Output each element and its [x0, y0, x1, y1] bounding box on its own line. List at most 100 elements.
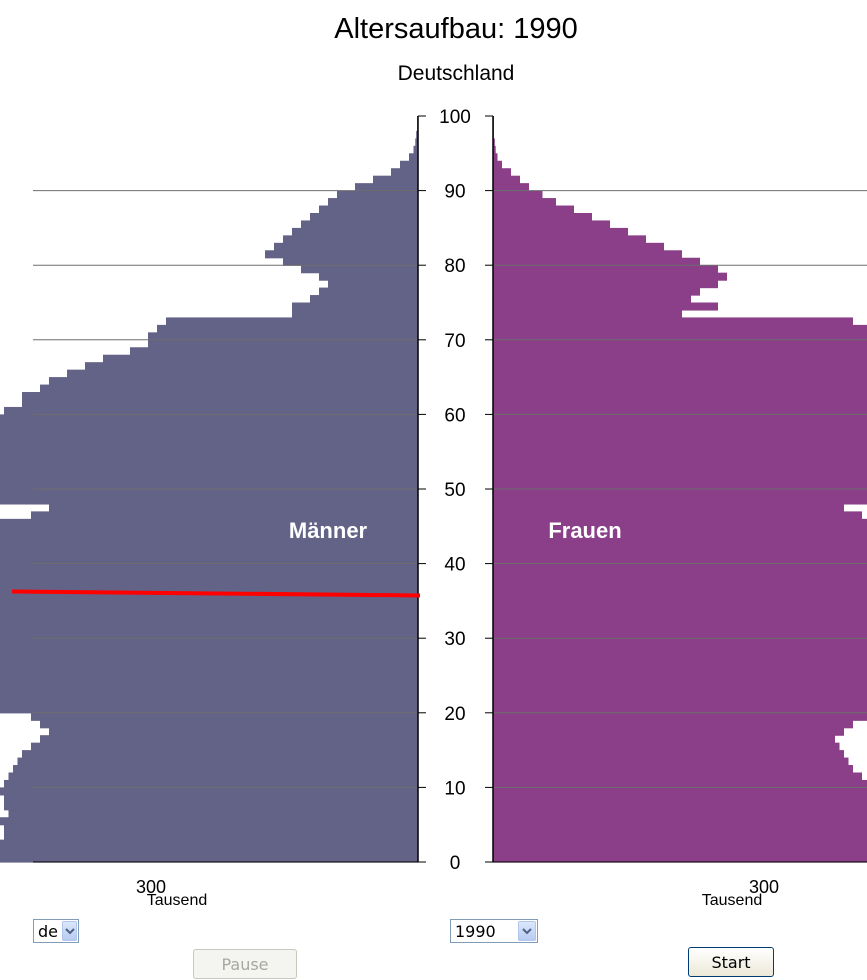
bar-men	[18, 758, 419, 766]
bar-men	[166, 317, 418, 325]
bar-men	[40, 735, 418, 743]
x-axis-label-right: Tausend	[702, 892, 763, 909]
bar-women	[493, 310, 682, 318]
bar-women	[493, 295, 691, 303]
bar-men	[4, 802, 418, 810]
bar-men	[0, 452, 418, 460]
bar-women	[493, 176, 520, 184]
bar-women	[493, 198, 556, 206]
bar-men	[22, 750, 418, 758]
bar-men	[0, 489, 418, 497]
start-button[interactable]: Start	[688, 947, 774, 977]
bar-women	[493, 504, 844, 512]
bar-women	[493, 220, 610, 228]
bar-women	[493, 235, 646, 243]
y-tick-label: 60	[444, 405, 465, 426]
bar-men	[400, 161, 418, 169]
bar-men	[0, 817, 418, 825]
bar-men	[148, 332, 418, 340]
bar-men	[319, 273, 418, 281]
pause-button-label: Pause	[221, 955, 268, 974]
bar-women	[493, 735, 835, 743]
bar-men	[85, 362, 418, 370]
bar-men	[409, 153, 418, 161]
bar-men	[0, 496, 418, 504]
bar-men	[0, 556, 418, 564]
bar-women	[493, 183, 529, 191]
bar-women	[493, 832, 867, 840]
y-tick-label: 70	[444, 331, 465, 352]
bar-men	[283, 258, 418, 266]
chevron-down-icon	[62, 921, 77, 941]
bar-men	[301, 220, 418, 228]
bar-men	[337, 191, 418, 199]
bar-women	[493, 377, 867, 385]
bar-men	[355, 183, 418, 191]
bar-men	[22, 399, 418, 407]
bar-women	[493, 422, 867, 430]
bar-men	[0, 698, 418, 706]
bar-men	[319, 288, 418, 296]
bar-women	[493, 429, 867, 437]
bar-women	[493, 459, 867, 467]
bar-men	[130, 347, 418, 355]
bar-men	[4, 780, 418, 788]
bar-women	[493, 444, 867, 452]
bar-women	[493, 638, 867, 646]
language-select[interactable]: de	[33, 919, 79, 943]
bar-women	[493, 385, 867, 393]
bar-men	[373, 176, 418, 184]
bar-women	[493, 407, 867, 415]
bar-women	[493, 564, 867, 572]
bar-men	[0, 646, 418, 654]
bar-women	[493, 362, 867, 370]
bar-women	[493, 795, 867, 803]
bar-women	[493, 631, 867, 639]
bar-women	[493, 728, 844, 736]
bar-men	[0, 690, 418, 698]
bar-women	[493, 668, 867, 676]
series-label-women: Frauen	[548, 518, 621, 543]
bar-women	[493, 698, 867, 706]
bar-men	[40, 720, 418, 728]
bar-women	[493, 206, 574, 214]
bar-men	[0, 601, 418, 609]
bar-men	[49, 728, 418, 736]
bar-men	[0, 653, 418, 661]
bar-men	[31, 713, 418, 721]
bar-women	[493, 787, 867, 795]
pause-button[interactable]: Pause	[193, 949, 297, 979]
bar-men	[0, 422, 418, 430]
y-tick-label: 50	[444, 480, 465, 501]
bar-men	[0, 676, 418, 684]
bar-men	[292, 303, 418, 311]
bar-men	[292, 228, 418, 236]
bar-men	[0, 467, 418, 475]
bar-men	[0, 564, 418, 572]
bar-men	[4, 795, 418, 803]
bar-men	[319, 206, 418, 214]
bar-women	[493, 496, 867, 504]
bar-men	[0, 437, 418, 445]
bar-women	[493, 213, 592, 221]
bar-women	[493, 280, 718, 288]
bar-women	[493, 683, 867, 691]
year-select-value: 1990	[451, 922, 500, 941]
y-tick-label: 20	[444, 704, 465, 725]
bar-women	[493, 616, 867, 624]
bar-women	[493, 765, 853, 773]
year-select[interactable]: 1990	[450, 919, 538, 943]
bar-women	[493, 191, 543, 199]
series-label-men: Männer	[289, 518, 368, 543]
bar-men	[4, 825, 418, 833]
bar-women	[493, 810, 867, 818]
y-tick-label: 40	[444, 555, 465, 576]
bar-men	[4, 832, 418, 840]
bar-women	[493, 750, 844, 758]
bar-women	[493, 325, 867, 333]
bar-men	[13, 765, 418, 773]
bar-women	[493, 273, 727, 281]
bar-women	[493, 623, 867, 631]
bar-men	[148, 340, 418, 348]
